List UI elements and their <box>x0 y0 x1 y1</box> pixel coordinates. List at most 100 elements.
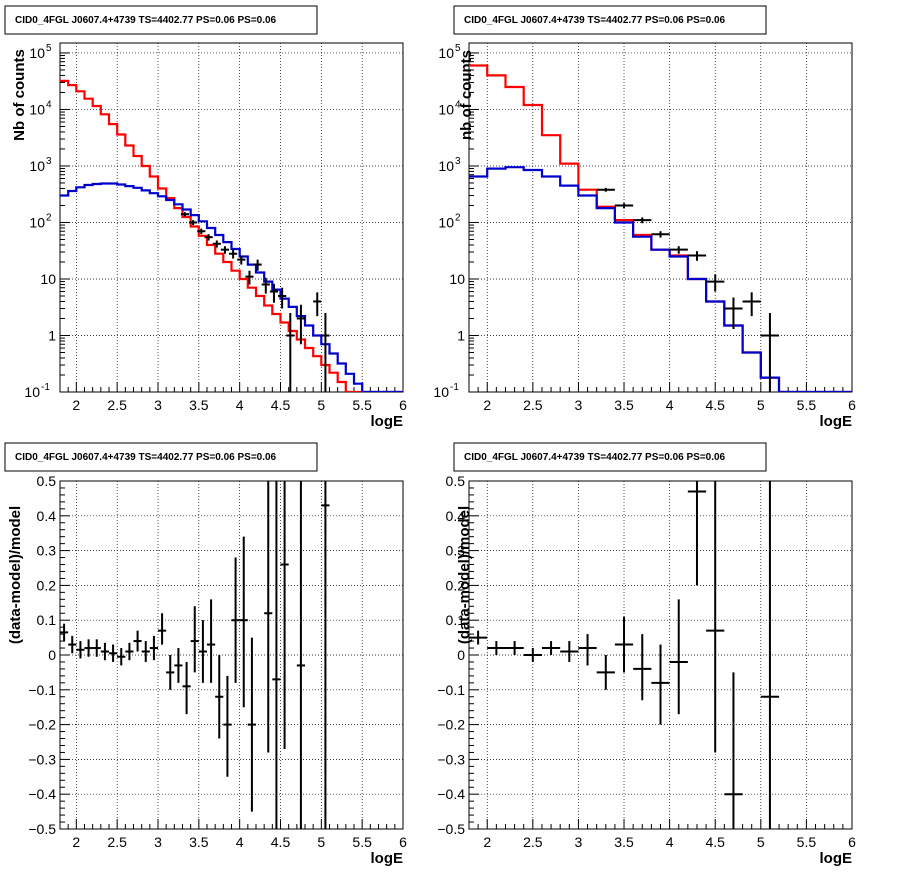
x-tick-label: 2.5 <box>107 834 127 850</box>
data-point <box>212 240 221 248</box>
data-point <box>197 228 206 235</box>
data-point <box>742 292 761 317</box>
data-point <box>313 292 322 317</box>
data-point <box>109 644 118 662</box>
y-axis-label: Nb of counts <box>11 49 28 141</box>
y-axis-label: (data-model)/model <box>456 506 473 644</box>
x-tick-label: 5 <box>317 834 325 850</box>
y-tick-exponent: 4 <box>46 99 52 110</box>
x-tick-label: 3 <box>154 397 162 413</box>
y-tick-label: 10 <box>29 101 45 117</box>
x-tick-label: 6 <box>399 397 407 413</box>
y-tick-label: 0.2 <box>37 577 57 593</box>
x-tick-label: 6 <box>848 834 856 850</box>
data-point <box>237 255 246 265</box>
chart-title: CID0_4FGL J0607.4+4739 TS=4402.77 PS=0.0… <box>464 15 726 26</box>
x-tick-label: 4 <box>236 834 244 850</box>
chart-title: CID0_4FGL J0607.4+4739 TS=4402.77 PS=0.0… <box>15 452 277 463</box>
y-tick-exponent: 5 <box>455 43 461 54</box>
y-tick-exponent: 4 <box>455 99 461 110</box>
data-point <box>198 620 207 683</box>
x-tick-label: 2 <box>72 834 80 850</box>
data-point <box>614 203 634 209</box>
data-point <box>60 623 69 642</box>
data-point <box>149 635 158 661</box>
y-tick-label: 0.2 <box>446 577 466 593</box>
y-tick-label: −0.1 <box>437 682 465 698</box>
y-tick-label: −0.5 <box>437 821 465 837</box>
plot-data <box>60 481 330 829</box>
chart-panel-4: CID0_4FGL J0607.4+4739 TS=4402.77 PS=0.0… <box>437 442 856 867</box>
y-tick-label: 10 <box>438 45 454 61</box>
y-tick-label: −0.2 <box>28 717 56 733</box>
y-tick-label: −0.3 <box>437 751 465 767</box>
x-tick-label: 5 <box>757 834 765 850</box>
x-tick-label: 2 <box>483 397 491 413</box>
data-point <box>231 557 240 683</box>
data-point <box>180 212 190 217</box>
x-tick-label: 3.5 <box>614 834 634 850</box>
y-tick-label: 10 <box>438 214 454 230</box>
y-tick-exponent: 3 <box>455 156 461 167</box>
data-point <box>541 641 561 655</box>
y-tick-label: 0 <box>457 647 465 663</box>
chart-title: CID0_4FGL J0607.4+4739 TS=4402.77 PS=0.0… <box>464 452 726 463</box>
data-point <box>296 481 305 829</box>
data-point <box>223 675 232 777</box>
data-point <box>296 304 305 345</box>
data-point <box>724 297 743 330</box>
y-tick-label: −0.4 <box>28 786 56 802</box>
data-point <box>724 672 743 829</box>
data-point <box>286 313 295 392</box>
x-tick-label: 4 <box>666 397 674 413</box>
x-tick-label: 5.5 <box>797 834 817 850</box>
data-point <box>578 634 597 666</box>
x-tick-label: 3 <box>575 834 583 850</box>
y-tick-label: 1 <box>48 327 56 343</box>
x-tick-label: 6 <box>848 397 856 413</box>
y-tick-label: 0 <box>48 647 56 663</box>
y-tick-exponent: 2 <box>46 212 52 223</box>
data-point <box>633 217 652 224</box>
data-point <box>760 313 780 392</box>
data-point <box>321 481 330 829</box>
chart-panel-1: CID0_4FGL J0607.4+4739 TS=4402.77 PS=0.0… <box>4 5 407 430</box>
title-box <box>453 5 767 35</box>
data-point <box>669 246 688 254</box>
data-point <box>166 655 175 690</box>
y-tick-label: 0.1 <box>446 612 466 628</box>
title-box <box>4 5 318 35</box>
y-tick-label: 10 <box>29 158 45 174</box>
x-tick-label: 2.5 <box>523 834 543 850</box>
data-point <box>182 661 191 715</box>
data-point <box>505 641 524 655</box>
y-tick-label: 10 <box>40 271 56 287</box>
x-tick-label: 2 <box>72 397 80 413</box>
y-axis-label: nb of counts <box>458 50 475 140</box>
y-tick-label: −0.1 <box>28 682 56 698</box>
y-tick-label: 10 <box>438 101 454 117</box>
chart-panel-2: CID0_4FGL J0607.4+4739 TS=4402.77 PS=0.0… <box>433 5 856 430</box>
x-tick-label: 3 <box>575 397 583 413</box>
data-point <box>687 481 707 586</box>
y-tick-label: 0.4 <box>37 508 57 524</box>
y-tick-label: 1 <box>457 327 465 343</box>
plot-data <box>469 64 852 392</box>
data-point <box>215 655 224 739</box>
data-point <box>92 639 101 657</box>
model-histogram-blue <box>60 182 403 392</box>
y-tick-label: 0.5 <box>37 473 57 489</box>
x-tick-label: 3.5 <box>614 397 634 413</box>
data-point <box>760 481 780 829</box>
y-tick-exponent: 3 <box>46 156 52 167</box>
data-point <box>190 606 199 673</box>
x-tick-label: 5.5 <box>352 834 372 850</box>
data-point <box>68 635 77 654</box>
y-tick-label: 10 <box>29 45 45 61</box>
data-point <box>706 481 725 753</box>
x-axis-label: logE <box>371 413 404 430</box>
y-tick-label: 0.5 <box>446 473 466 489</box>
y-tick-label: 10 <box>24 384 40 400</box>
x-tick-label: 4 <box>236 397 244 413</box>
x-tick-label: 5.5 <box>797 397 817 413</box>
